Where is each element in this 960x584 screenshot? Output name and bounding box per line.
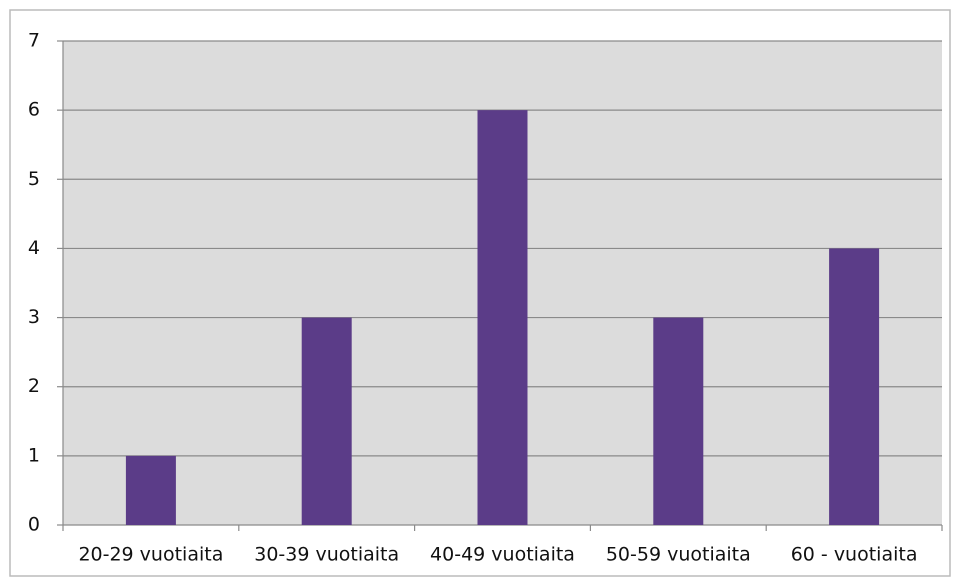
x-tick-label: 30-39 vuotiaita: [254, 544, 399, 566]
x-tick-label: 40-49 vuotiaita: [430, 544, 575, 566]
y-tick-label: 5: [28, 168, 40, 190]
y-tick-label: 1: [28, 444, 40, 466]
y-tick-label: 6: [28, 99, 40, 121]
x-tick-label: 50-59 vuotiaita: [606, 544, 751, 566]
bar: [829, 248, 880, 525]
x-tick-label: 20-29 vuotiaita: [78, 544, 223, 566]
bar: [125, 455, 176, 525]
y-tick-label: 0: [28, 514, 40, 536]
y-tick-label: 7: [28, 30, 40, 52]
x-tick-label: 60 - vuotiaita: [791, 544, 918, 566]
bar: [653, 317, 704, 525]
y-tick-label: 2: [28, 375, 40, 397]
y-tick-label: 4: [28, 237, 40, 259]
bar: [477, 110, 528, 526]
bar: [301, 317, 352, 525]
y-tick-label: 3: [28, 306, 40, 328]
